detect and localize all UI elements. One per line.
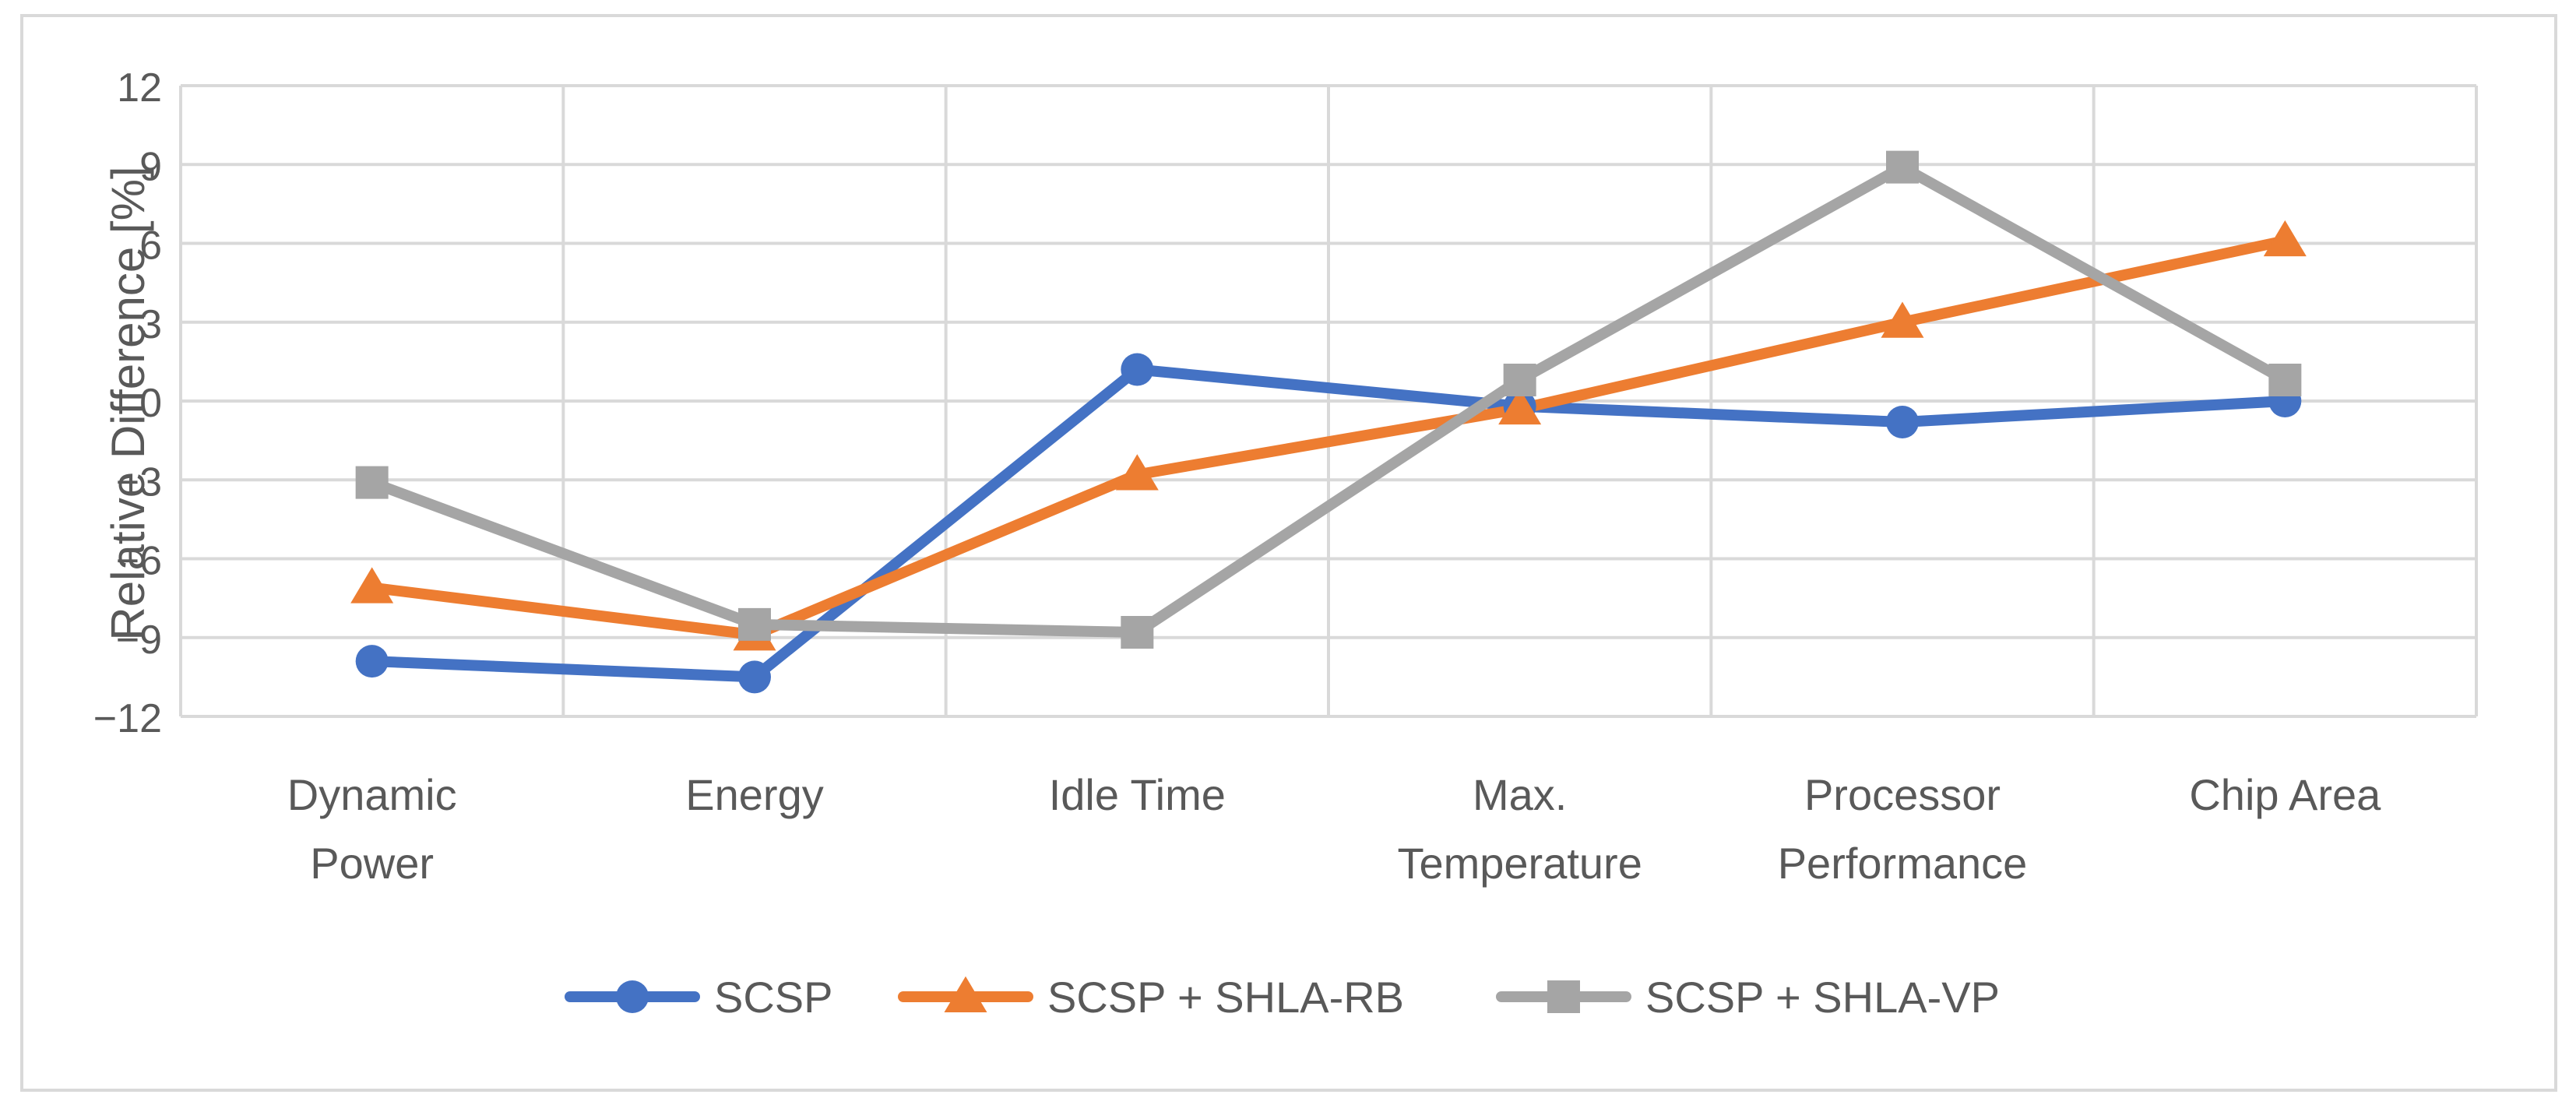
legend-label: SCSP + SHLA-RB bbox=[1047, 973, 1404, 1022]
data-point-0 bbox=[738, 660, 771, 694]
data-point-1 bbox=[2263, 220, 2307, 257]
x-tick-label: Processor Performance bbox=[1778, 770, 2028, 888]
x-tick-label: Max. Temperature bbox=[1397, 770, 1642, 888]
series-line-0 bbox=[366, 364, 2291, 683]
data-point-1 bbox=[350, 567, 394, 604]
data-point-2 bbox=[1503, 364, 1536, 396]
data-point-1 bbox=[1498, 388, 1542, 425]
data-point-2 bbox=[738, 607, 771, 641]
y-tick-label: 3 bbox=[139, 302, 162, 347]
y-axis-label: Relative Difference [%] bbox=[102, 166, 154, 640]
legend-item: SCSP + SHLA-VP bbox=[1496, 973, 2000, 1022]
data-point-2 bbox=[355, 466, 389, 499]
x-tick-label: Idle Time bbox=[1049, 770, 1226, 819]
legend-marker bbox=[944, 976, 987, 1012]
legend-item: SCSP bbox=[565, 973, 833, 1022]
legend-marker bbox=[616, 980, 649, 1013]
data-point-0 bbox=[355, 645, 389, 678]
y-tick-label: −12 bbox=[93, 696, 162, 741]
y-tick-label: 9 bbox=[139, 144, 162, 189]
data-point-2 bbox=[1121, 616, 1154, 649]
legend: SCSP SCSP + SHLA-RB SCSP + SHLA-VP bbox=[565, 973, 2000, 1022]
data-point-1 bbox=[1881, 301, 1924, 338]
x-tick-label: Energy bbox=[685, 770, 823, 819]
legend-label: SCSP + SHLA-VP bbox=[1645, 973, 2000, 1022]
data-point-2 bbox=[1886, 150, 1919, 184]
series-line-2 bbox=[366, 161, 2291, 638]
y-tick-label: −3 bbox=[116, 459, 162, 505]
data-point-0 bbox=[1886, 406, 1919, 438]
data-point-0 bbox=[1121, 353, 1154, 386]
data-point-1 bbox=[1115, 454, 1159, 491]
y-tick-label: −9 bbox=[116, 618, 162, 663]
legend-label: SCSP bbox=[714, 973, 833, 1022]
y-tick-label: 6 bbox=[139, 223, 162, 269]
y-tick-label: −6 bbox=[116, 539, 162, 584]
x-tick-label: Chip Area bbox=[2189, 770, 2381, 819]
legend-item: SCSP + SHLA-RB bbox=[898, 973, 1404, 1022]
y-tick-label: 12 bbox=[117, 65, 162, 111]
legend-marker bbox=[1547, 980, 1580, 1013]
series-line-1 bbox=[366, 235, 2291, 641]
x-tick-label: Dynamic Power bbox=[287, 770, 457, 888]
data-point-2 bbox=[2268, 364, 2302, 396]
chart-border bbox=[20, 14, 2557, 1092]
y-tick-label: 0 bbox=[139, 381, 162, 426]
